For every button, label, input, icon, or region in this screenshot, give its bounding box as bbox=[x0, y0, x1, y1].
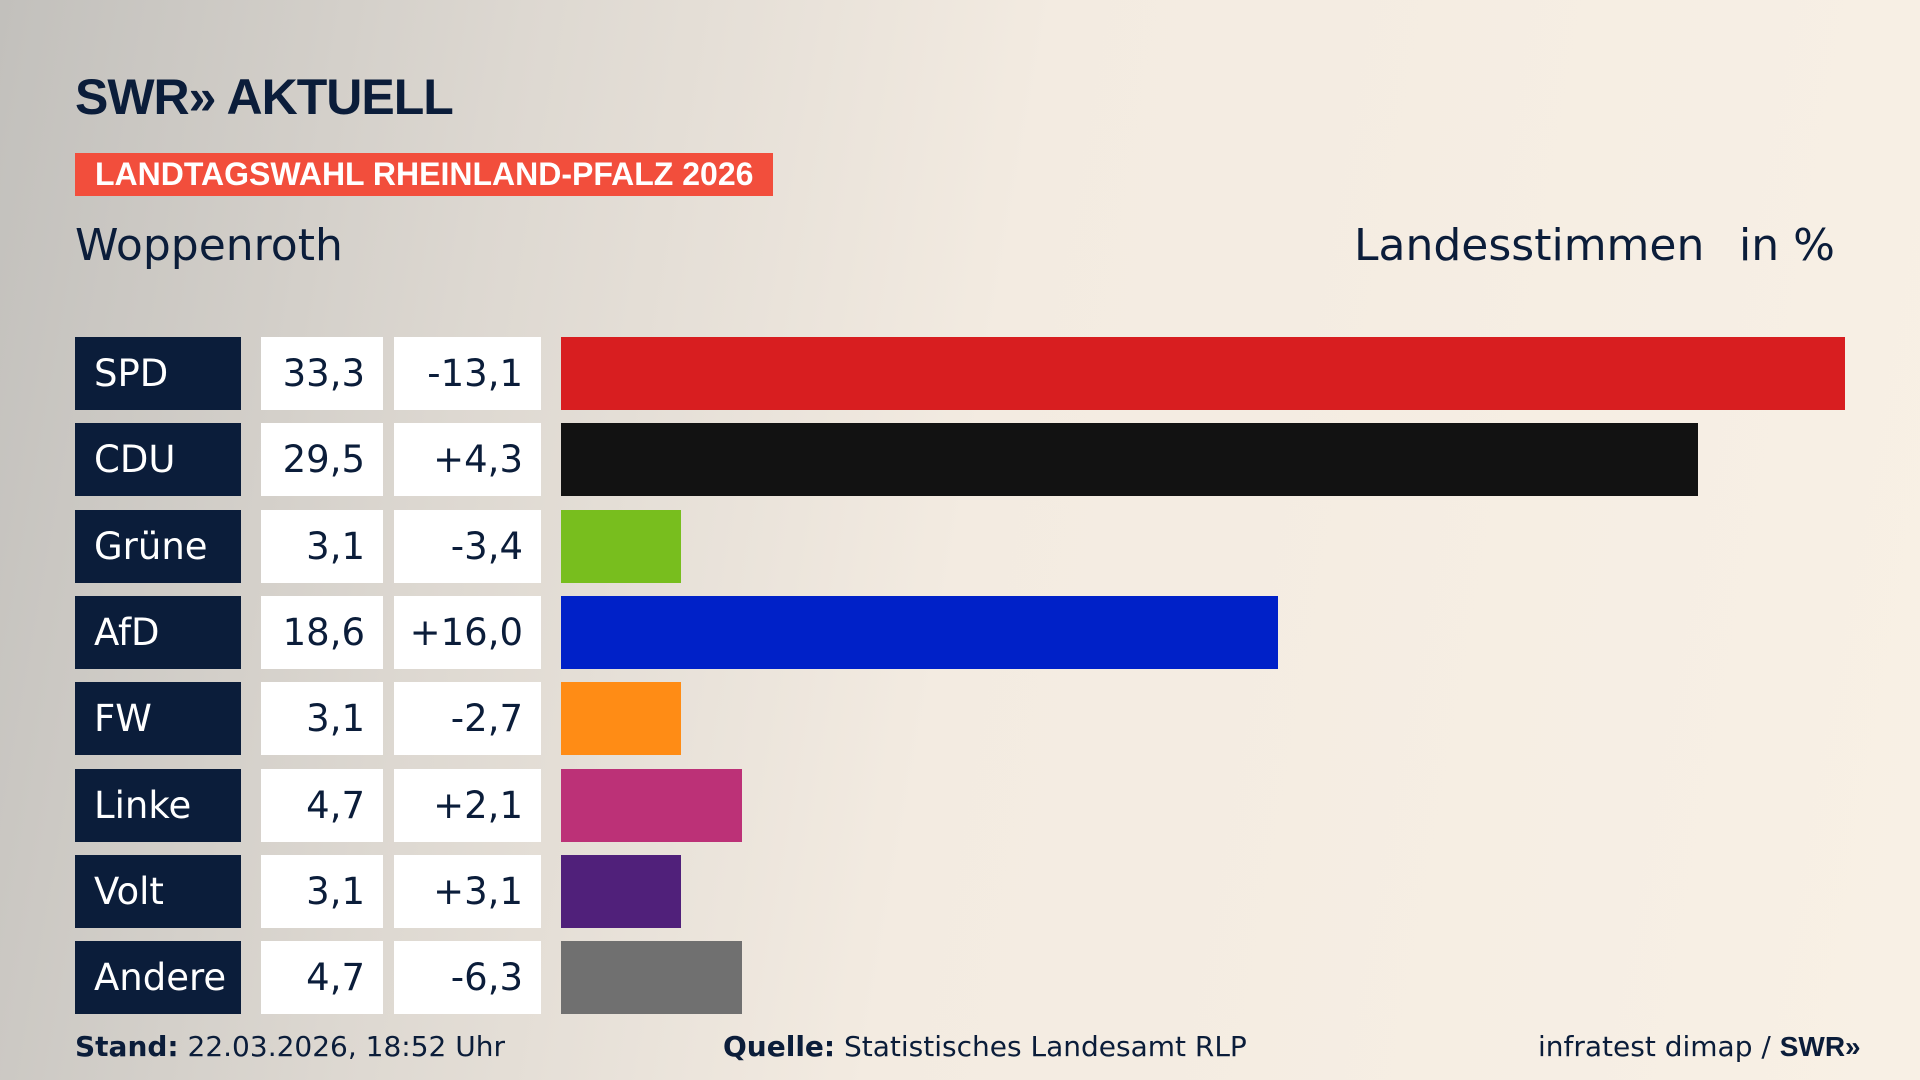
party-label: AfD bbox=[75, 595, 241, 669]
bar bbox=[561, 941, 743, 1015]
value-label: 3,1 bbox=[261, 682, 383, 756]
chart-row: Andere 4,7 -6,3 bbox=[75, 941, 1875, 1015]
party-label: Grüne bbox=[75, 509, 241, 583]
place-title: Woppenroth bbox=[75, 220, 343, 271]
measure-label: Landesstimmen bbox=[1354, 220, 1705, 271]
diff-label: -6,3 bbox=[394, 941, 541, 1015]
party-label: CDU bbox=[75, 423, 241, 497]
bar bbox=[561, 595, 1279, 669]
bar bbox=[561, 768, 743, 842]
bar bbox=[561, 337, 1845, 410]
value-label: 4,7 bbox=[261, 941, 383, 1015]
credit-text: infratest dimap / bbox=[1538, 1030, 1780, 1063]
party-label: FW bbox=[75, 682, 241, 756]
swr-aktuell-logo: SWR» AKTUELL bbox=[75, 69, 454, 125]
bar bbox=[561, 509, 681, 583]
diff-label: +16,0 bbox=[394, 595, 541, 669]
party-label: SPD bbox=[75, 337, 241, 410]
stand-value: 22.03.2026, 18:52 Uhr bbox=[187, 1030, 505, 1063]
source-value: Statistisches Landesamt RLP bbox=[844, 1030, 1247, 1063]
diff-label: -3,4 bbox=[394, 509, 541, 583]
swr-logo: SWR» bbox=[1779, 1031, 1861, 1062]
chart-row: Grüne 3,1 -3,4 bbox=[75, 509, 1875, 583]
party-label: Volt bbox=[75, 854, 241, 928]
value-label: 3,1 bbox=[261, 854, 383, 928]
source-label: Quelle: bbox=[723, 1030, 836, 1063]
source: Quelle: Statistisches Landesamt RLP bbox=[723, 1030, 1247, 1063]
credit: infratest dimap / SWR» bbox=[1538, 1030, 1861, 1063]
chart-row: Linke 4,7 +2,1 bbox=[75, 768, 1875, 842]
party-label: Andere bbox=[75, 941, 241, 1015]
unit-label: in % bbox=[1739, 220, 1835, 271]
diff-label: -2,7 bbox=[394, 682, 541, 756]
value-label: 33,3 bbox=[261, 337, 383, 410]
value-label: 29,5 bbox=[261, 423, 383, 497]
chart-row: Volt 3,1 +3,1 bbox=[75, 854, 1875, 928]
value-label: 4,7 bbox=[261, 768, 383, 842]
timestamp: Stand: 22.03.2026, 18:52 Uhr bbox=[75, 1030, 505, 1063]
bar bbox=[561, 423, 1699, 497]
party-label: Linke bbox=[75, 768, 241, 842]
bar bbox=[561, 854, 681, 928]
chart-row: FW 3,1 -2,7 bbox=[75, 682, 1875, 756]
bar bbox=[561, 682, 681, 756]
value-label: 18,6 bbox=[261, 595, 383, 669]
diff-label: +4,3 bbox=[394, 423, 541, 497]
election-banner: LANDTAGSWAHL RHEINLAND-PFALZ 2026 bbox=[75, 153, 774, 196]
chart-row: CDU 29,5 +4,3 bbox=[75, 423, 1875, 497]
stand-label: Stand: bbox=[75, 1030, 179, 1063]
chart-row: AfD 18,6 +16,0 bbox=[75, 595, 1875, 669]
value-label: 3,1 bbox=[261, 509, 383, 583]
chart-row: SPD 33,3 -13,1 bbox=[75, 337, 1875, 410]
diff-label: +2,1 bbox=[394, 768, 541, 842]
diff-label: +3,1 bbox=[394, 854, 541, 928]
diff-label: -13,1 bbox=[394, 337, 541, 410]
